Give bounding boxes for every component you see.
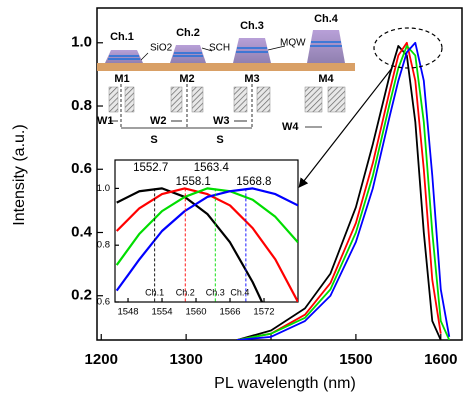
spacing-label: S <box>216 134 223 146</box>
x-tick-label: 1572 <box>253 307 274 318</box>
y-tick-label: 0.6 <box>71 160 92 177</box>
plot-frame <box>96 7 463 341</box>
curves <box>236 41 451 340</box>
schematic <box>97 30 355 129</box>
highlight-ellipse <box>373 27 443 69</box>
peak-label: 1552.7 <box>133 162 168 174</box>
mask-dashes <box>120 84 253 128</box>
y-tick-label: 1.0 <box>97 183 110 194</box>
substrate <box>97 63 355 71</box>
dimension-arrows <box>109 120 322 129</box>
channel-label: Ch.4 <box>314 13 339 25</box>
layer-label: SiO2 <box>150 43 173 54</box>
spectrum-line <box>236 45 451 340</box>
zoom-arrow <box>298 67 393 188</box>
mask-label: M4 <box>318 73 334 85</box>
mask-label: M1 <box>114 73 129 85</box>
x-tick-label: 1548 <box>117 307 138 318</box>
spectrum-line <box>115 187 298 292</box>
spectrum-line <box>236 41 451 340</box>
mqw-lines <box>108 41 342 60</box>
mesa <box>170 45 206 63</box>
main-plot: 1200 1300 1400 1500 1600 0.2 0.4 0.6 0.8 1.0 <box>71 7 463 368</box>
width-label: W3 <box>213 115 230 127</box>
y-tick-label: 0.8 <box>71 97 92 114</box>
mask-label: M2 <box>179 73 194 85</box>
peak-label: 1563.4 <box>194 162 230 174</box>
spectrum-line <box>236 41 442 340</box>
x-tick-label: 1200 <box>85 351 118 368</box>
x-axis-label: PL wavelength (nm) <box>214 375 356 392</box>
x-tick-label: 1300 <box>169 351 202 368</box>
y-tick-label: 1.0 <box>71 34 92 51</box>
channel-label: Ch.2 <box>176 27 200 39</box>
layer-label: SCH <box>209 43 230 54</box>
mask-pattern <box>108 86 346 113</box>
peak-label: 1568.8 <box>236 176 271 188</box>
channel-label: Ch.1 <box>145 287 164 297</box>
spectrum-line <box>116 187 264 302</box>
mesa <box>233 38 271 63</box>
y-tick-label: 0.2 <box>71 287 92 304</box>
inset-frame <box>114 159 299 303</box>
channel-label: Ch.3 <box>206 287 225 297</box>
y-axis-label: Intensity (a.u.) <box>11 124 28 225</box>
width-label: W2 <box>150 115 167 127</box>
layer-label: MQW <box>280 38 306 49</box>
x-tick-label: 1400 <box>254 351 287 368</box>
y-tick-label: 0.4 <box>71 223 93 240</box>
spectrum-line <box>115 187 298 302</box>
x-tick-label: 1500 <box>339 351 372 368</box>
channel-label: Ch.3 <box>240 20 264 32</box>
pointer-lines <box>140 45 286 61</box>
peak-label: 1558.1 <box>176 176 211 188</box>
inset-plot: 1548 1554 1560 1566 1572 0.6 0.8 1.0 1552.7 Ch.1 1… <box>97 162 298 318</box>
schematic-labels: Ch.1 Ch.2 Ch.3 Ch.4 SiO2 SCH MQW M1 M2 M… <box>97 13 339 146</box>
spacing-label: S <box>150 134 157 146</box>
x-tick-label: 1600 <box>424 351 457 368</box>
channel-label: Ch.1 <box>110 31 134 43</box>
x-tick-label: 1554 <box>151 307 172 318</box>
mask-label: M3 <box>244 73 259 85</box>
spectrum-line <box>115 187 298 266</box>
channel-label: Ch.4 <box>230 287 249 297</box>
x-tick-label: 1560 <box>185 307 206 318</box>
x-tick-label: 1566 <box>219 307 240 318</box>
y-tick-label: 0.8 <box>97 240 110 251</box>
spectrum-line <box>236 45 442 340</box>
curves <box>115 187 298 302</box>
width-label: W1 <box>97 115 114 127</box>
channel-label: Ch.2 <box>176 287 195 297</box>
y-tick-label: 0.6 <box>97 297 110 308</box>
width-label: W4 <box>282 121 299 133</box>
